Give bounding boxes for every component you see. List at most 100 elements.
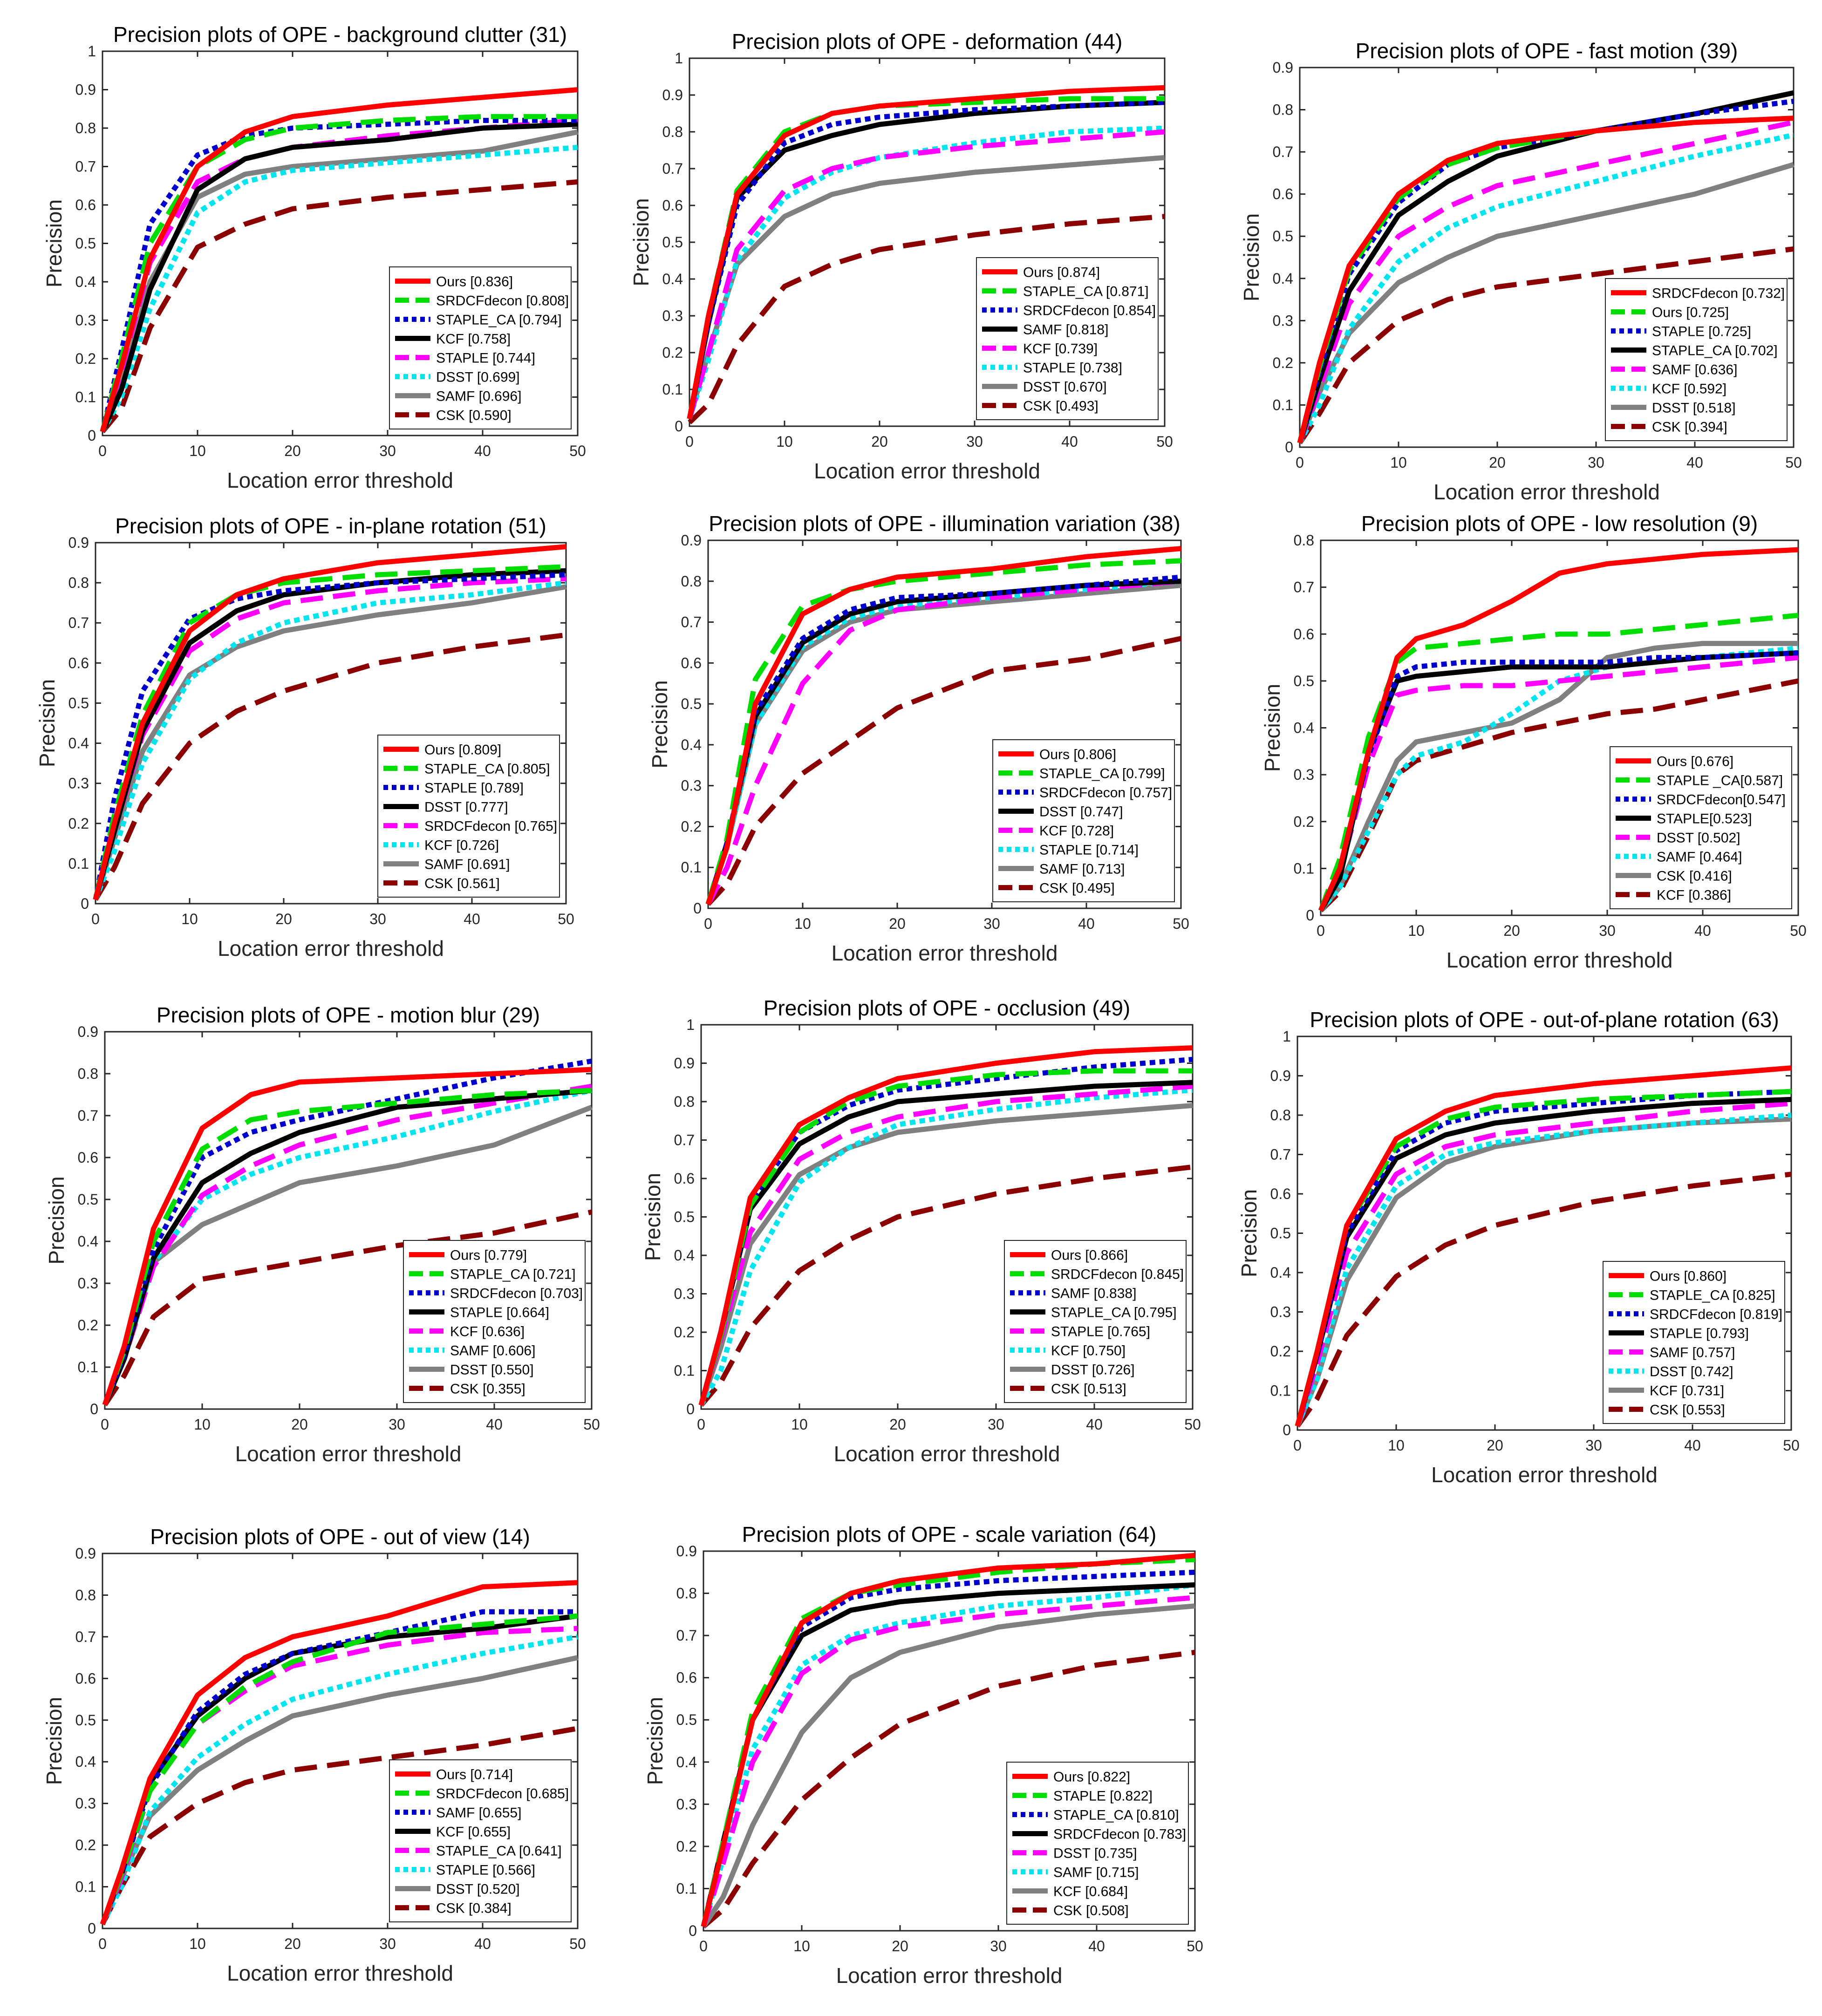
legend-label: SAMF [0.655]	[436, 1805, 521, 1821]
x-axis-label: Location error threshold	[227, 1961, 453, 1985]
legend-label: Ours [0.714]	[436, 1767, 513, 1783]
x-axis-label: Location error threshold	[1431, 1463, 1658, 1487]
x-tick-label: 30	[379, 443, 396, 459]
y-tick-label: 0.2	[75, 1837, 96, 1853]
y-tick-label: 0.7	[75, 1628, 96, 1645]
y-axis-label: Precision	[42, 199, 66, 287]
legend-label: STAPLE [0.793]	[1650, 1326, 1749, 1342]
precision-chart-6: 0 10 20 30 40 50 0 0.1 0.2 0.3 0.4 0.5 0.6 0.7 0.8 Prec…	[1260, 511, 1807, 972]
x-tick-label: 40	[1061, 433, 1078, 450]
y-axis-label: Precision	[1239, 213, 1263, 301]
legend-label: STAPLE [0.738]	[1023, 361, 1122, 376]
y-tick-label: 0.3	[78, 1275, 98, 1292]
y-tick-label: 0.7	[676, 1627, 697, 1644]
legend: Ours [0.806] STAPLE_CA [0.799] SRDCFdecon …	[992, 739, 1175, 902]
legend-label: KCF [0.386]	[1657, 888, 1731, 903]
y-tick-label: 0.9	[1270, 1068, 1291, 1084]
series-line	[701, 1603, 1195, 1928]
legend-label: KCF [0.655]	[436, 1825, 511, 1840]
legend-label: STAPLE_CA [0.799]	[1039, 766, 1165, 782]
x-tick-label: 30	[389, 1416, 405, 1433]
y-tick-label: 1	[686, 1016, 695, 1033]
x-axis-label: Location error threshold	[218, 936, 444, 960]
y-tick-label: 0.5	[68, 695, 89, 711]
legend-label: KCF [0.684]	[1053, 1884, 1128, 1900]
y-tick-label: 0.7	[68, 614, 89, 631]
series-line	[688, 214, 1165, 425]
y-tick-label: 0	[1283, 1422, 1291, 1438]
chart-title: Precision plots of OPE - motion blur (29…	[157, 1003, 540, 1027]
legend-label: SRDCFdecon[0.547]	[1657, 792, 1786, 808]
x-tick-label: 20	[889, 915, 906, 932]
series-line	[93, 564, 566, 900]
series-line	[1297, 90, 1795, 444]
legend-label: STAPLE [0.664]	[450, 1305, 549, 1321]
y-tick-label: 0.6	[78, 1149, 98, 1166]
y-tick-label: 0.5	[662, 234, 683, 251]
legend-label: Ours [0.860]	[1650, 1269, 1726, 1284]
y-tick-label: 0.7	[681, 614, 702, 631]
y-tick-label: 0.7	[1294, 579, 1314, 596]
legend: Ours [0.809] STAPLE_CA [0.805] STAPLE [0.7…	[377, 735, 560, 898]
x-tick-label: 40	[1694, 922, 1711, 939]
chart-title: Precision plots of OPE - background clut…	[113, 22, 567, 47]
x-tick-label: 10	[794, 915, 811, 932]
series-line	[102, 1209, 593, 1407]
legend-box	[1603, 1261, 1785, 1424]
legend-label: DSST [0.747]	[1039, 804, 1123, 820]
y-tick-label: 0.7	[78, 1107, 98, 1124]
series-line	[100, 1609, 578, 1926]
y-tick-label: 0.3	[68, 775, 89, 792]
y-tick-label: 0	[689, 1922, 697, 1939]
legend-box	[992, 739, 1175, 902]
x-tick-label: 50	[1783, 1437, 1800, 1454]
y-tick-label: 0	[90, 1401, 98, 1417]
x-tick-label: 40	[486, 1416, 503, 1433]
legend: Ours [0.874] STAPLE_CA [0.871] SRDCFdecon …	[976, 257, 1159, 420]
x-tick-label: 40	[474, 1935, 491, 1952]
series-line	[102, 1088, 592, 1406]
legend-box	[1006, 1762, 1189, 1925]
legend-label: SRDCFdecon [0.808]	[436, 293, 569, 309]
y-tick-label: 0.3	[1273, 312, 1293, 329]
series-line	[100, 114, 578, 433]
precision-chart-11: 0 10 20 30 40 50 0 0.1 0.2 0.3 0.4 0.5 0.6 0.7 0.8 0.9 P…	[643, 1522, 1203, 1988]
legend-label: CSK [0.513]	[1051, 1382, 1126, 1397]
x-tick-label: 0	[1317, 922, 1325, 939]
y-tick-label: 0.1	[68, 855, 89, 872]
legend-box	[389, 1759, 572, 1922]
y-tick-label: 0.6	[75, 1670, 96, 1687]
y-tick-label: 0.1	[681, 859, 702, 876]
y-tick-label: 0.4	[662, 271, 683, 287]
y-tick-label: 0.5	[676, 1711, 697, 1728]
series-line	[699, 1164, 1193, 1407]
legend-label: CSK [0.561]	[424, 876, 500, 892]
legend-label: CSK [0.590]	[436, 408, 512, 423]
legend-label: KCF [0.592]	[1652, 381, 1726, 397]
legend-label: DSST [0.502]	[1657, 831, 1740, 846]
y-tick-label: 0.4	[681, 736, 702, 753]
x-tick-label: 40	[1078, 915, 1095, 932]
x-axis-label: Location error threshold	[836, 1963, 1063, 1988]
legend: Ours [0.866] SRDCFdecon [0.845] SAMF [0.83…	[1004, 1240, 1187, 1403]
series-line	[701, 1595, 1195, 1927]
y-tick-label: 0.1	[1270, 1383, 1291, 1399]
x-axis-label: Location error threshold	[832, 941, 1058, 965]
legend-label: Ours [0.809]	[424, 742, 501, 758]
legend-label: STAPLE[0.523]	[1657, 811, 1752, 827]
legend-label: DSST [0.670]	[1023, 380, 1107, 395]
y-tick-label: 0.8	[75, 120, 96, 136]
chart-title: Precision plots of OPE - fast motion (39…	[1356, 39, 1738, 63]
x-tick-label: 10	[194, 1416, 211, 1433]
legend-label: SRDCFdecon [0.854]	[1023, 303, 1156, 319]
y-tick-label: 0.9	[681, 532, 702, 549]
y-tick-label: 0.9	[78, 1023, 98, 1040]
y-tick-label: 0	[1306, 907, 1314, 924]
y-tick-label: 0.9	[75, 1545, 96, 1562]
x-tick-label: 20	[889, 1416, 906, 1433]
y-tick-label: 0.1	[676, 1880, 697, 1897]
legend-label: DSST [0.777]	[424, 800, 508, 815]
series-line	[701, 1569, 1195, 1927]
y-tick-label: 0.8	[78, 1065, 98, 1082]
series-line	[102, 1067, 592, 1406]
